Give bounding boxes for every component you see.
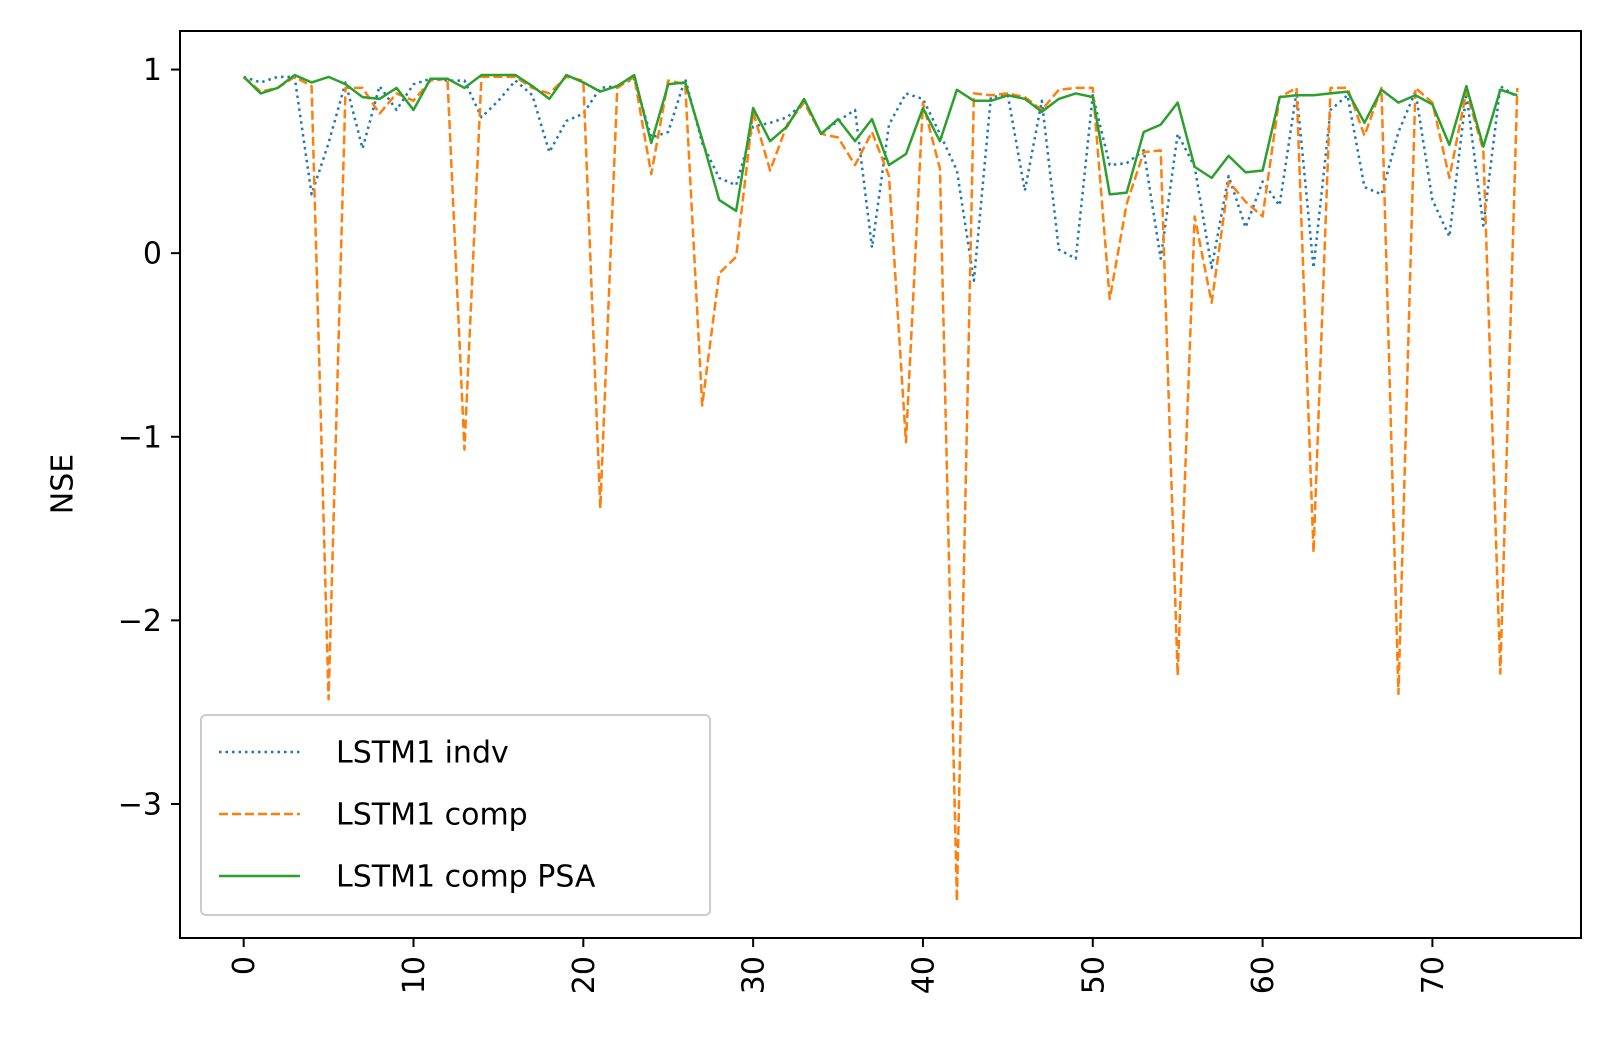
x-tick-label: 60 [1246,956,1281,994]
plot-frame [179,30,1582,939]
series-line-lstm1-comp [242,75,1519,903]
y-axis-label: NSE [46,454,81,514]
x-tick-label: 70 [1416,956,1451,994]
series-line-lstm1-comp-psa [242,73,1518,213]
legend-label-lstm1-comp: LSTM1 comp [336,798,528,833]
y-tick-label: −2 [118,604,162,639]
x-tick-label: 10 [397,956,432,994]
series-line-lstm1-indv [243,75,1519,282]
x-axis: 0 10 20 30 40 50 60 70 [227,938,1451,994]
x-tick-label: 30 [737,956,772,994]
y-tick-label: −1 [118,420,162,455]
y-tick-label: 1 [143,53,162,88]
y-axis: 1 0 −1 −2 −3 [118,53,180,822]
x-tick-label: 0 [227,956,262,975]
legend-label-lstm1-indv: LSTM1 indv [336,736,509,771]
x-tick-label: 50 [1076,956,1111,994]
series-layer [242,73,1519,903]
x-tick-label: 40 [906,956,941,994]
legend-box [200,714,711,916]
y-tick-label: 0 [143,237,162,272]
y-tick-label: −3 [118,787,162,822]
legend-label-lstm1-comp-psa: LSTM1 comp PSA [336,860,596,895]
legend: LSTM1 indv LSTM1 comp LSTM1 comp PSA [200,714,711,916]
x-tick-label: 20 [567,956,602,994]
